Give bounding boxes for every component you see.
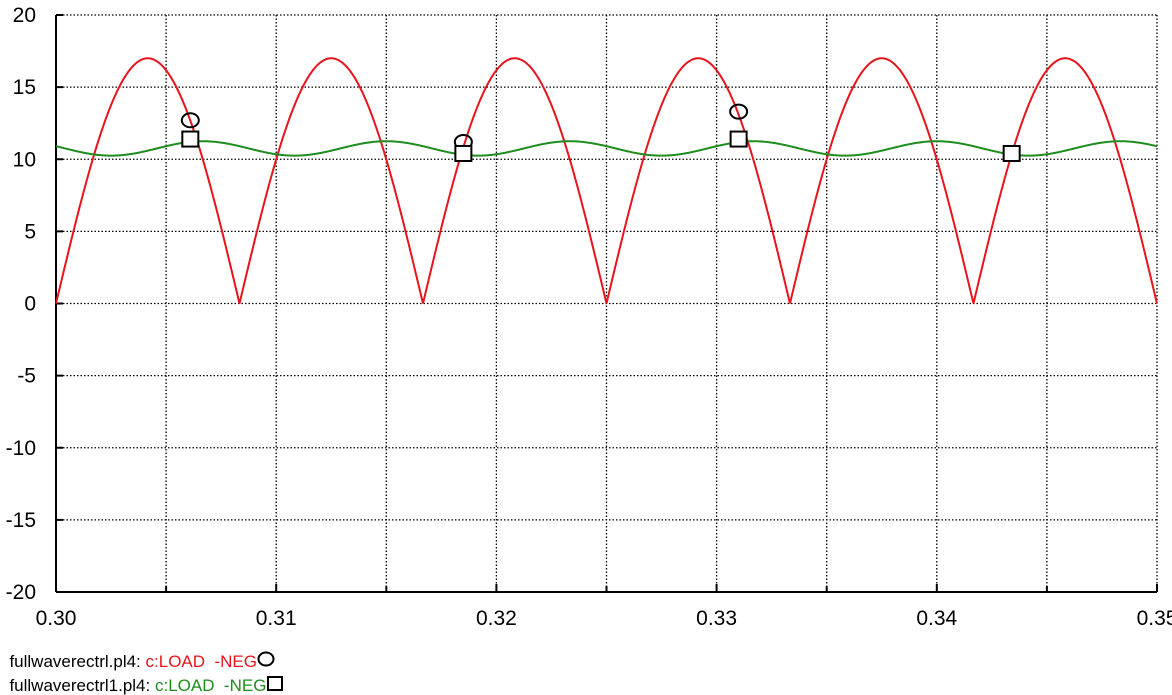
y-tick-label: -10 xyxy=(6,437,36,460)
y-tick-label: 20 xyxy=(13,4,36,27)
series-2-marker xyxy=(1002,144,1021,162)
x-tick-label: 0.31 xyxy=(256,607,297,630)
series-2-marker xyxy=(454,144,473,162)
x-tick-label: 0.32 xyxy=(476,607,517,630)
series-line-1 xyxy=(55,57,1158,304)
series-2-marker xyxy=(729,130,748,148)
series-2-marker xyxy=(181,130,200,148)
square-marker-icon xyxy=(267,676,284,691)
series-1-marker xyxy=(729,103,749,120)
series-line-2 xyxy=(55,140,1158,157)
y-tick-label: -5 xyxy=(17,365,36,388)
legend-signal-2: c:LOAD -NEG xyxy=(154,676,267,695)
x-tick-label: 0.30 xyxy=(36,607,77,630)
series-1-marker xyxy=(180,112,200,129)
legend-entry-2: fullwaverectrl1.pl4: c:LOAD -NEG xyxy=(0,658,284,694)
y-tick-label: -20 xyxy=(6,581,36,604)
legend-file-2: fullwaverectrl1.pl4: xyxy=(9,676,155,695)
x-tick-label: 0.34 xyxy=(916,607,957,630)
legend-file-1: fullwaverectrl.pl4: xyxy=(9,652,146,671)
series-lines xyxy=(55,57,1158,304)
y-tick-label: -15 xyxy=(6,509,36,532)
ticks: -20 -15 -10 -5 0 5 10 15 20 0.30 0.31 0.32 0.33 0.34 0… xyxy=(6,4,1172,630)
y-tick-label: 10 xyxy=(13,148,36,171)
legend-entry-1: fullwaverectrl.pl4: c:LOAD -NEG xyxy=(0,634,275,670)
circle-marker-icon xyxy=(257,651,275,667)
y-tick-label: 0 xyxy=(24,293,36,316)
series-markers xyxy=(180,103,1021,162)
y-tick-label: 5 xyxy=(24,220,36,243)
x-tick-label: 0.35 xyxy=(1137,607,1172,630)
y-tick-label: 15 xyxy=(13,76,36,99)
chart: -20 -15 -10 -5 0 5 10 15 20 0.30 0.31 0.32 0.33 0.34 0… xyxy=(6,4,1172,630)
x-tick-label: 0.33 xyxy=(696,607,737,630)
legend-signal-1: c:LOAD -NEG xyxy=(145,652,257,671)
